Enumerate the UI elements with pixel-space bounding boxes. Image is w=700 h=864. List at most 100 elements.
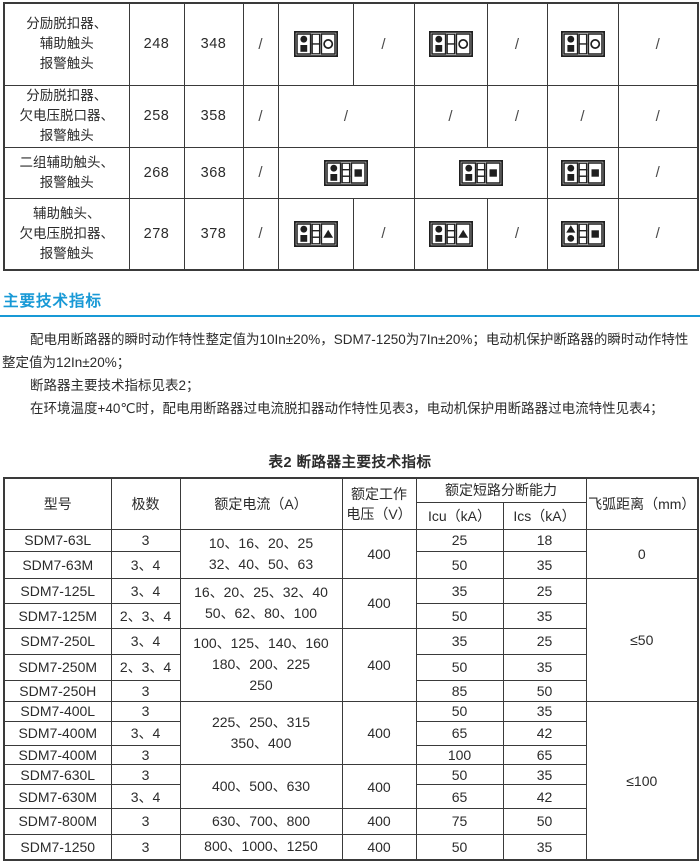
accessory-diagram-cell bbox=[277, 197, 354, 271]
arc-distance-cell: ≤50 bbox=[585, 577, 699, 703]
ics-cell: 42 bbox=[502, 720, 587, 746]
ics-cell: 50 bbox=[502, 808, 587, 835]
poles-cell: 3、4 bbox=[110, 578, 181, 604]
model-cell: SDM7-63L bbox=[3, 528, 112, 552]
poles-cell: 3 bbox=[110, 679, 181, 703]
icu-cell: 50 bbox=[415, 653, 504, 681]
model-cell: SDM7-250L bbox=[3, 627, 112, 655]
arc-distance-cell: ≤100 bbox=[585, 701, 699, 861]
rated-current-cell: 225、250、315 350、400 bbox=[179, 701, 343, 766]
col-header-current: 额定电流（A） bbox=[179, 477, 343, 530]
not-available-cell: / bbox=[617, 197, 699, 271]
poles-cell: 3、4 bbox=[110, 784, 181, 810]
poles-cell: 3 bbox=[110, 744, 181, 766]
not-available-cell: / bbox=[277, 84, 415, 148]
rated-current-cell: 800、1000、1250 bbox=[179, 833, 343, 861]
ics-cell: 35 bbox=[502, 602, 587, 629]
tech-spec-paragraph-2: 断路器主要技术指标见表2； bbox=[30, 378, 200, 393]
ics-cell: 35 bbox=[502, 833, 587, 861]
spec-table-row: SDM7-250H 3 85 50 bbox=[3, 679, 698, 703]
icu-cell: 50 bbox=[415, 833, 504, 861]
accessory-table-row: 分励脱扣器、 辅助触头 报警触头 248 348// / / bbox=[3, 2, 699, 86]
catalog-number-cell: 258 bbox=[128, 84, 185, 148]
icu-cell: 50 bbox=[415, 764, 504, 786]
ics-cell: 42 bbox=[502, 784, 587, 810]
section-divider-rule bbox=[0, 315, 700, 317]
aux-undervoltage-alarm-combination-icon bbox=[428, 220, 473, 247]
accessory-row-label: 分励脱扣器、 欠电压脱口器、 报警触头 bbox=[3, 84, 130, 148]
undervoltage-aux-alarm-combination-icon bbox=[560, 220, 605, 247]
not-available-cell: / bbox=[352, 197, 415, 271]
accessory-diagram-cell bbox=[546, 197, 619, 271]
rated-current-cell: 100、125、140、160 180、200、225 250 bbox=[179, 627, 343, 703]
spec-table-row: SDM7-250L 3、4 100、125、140、160 180、200、225 25… bbox=[3, 627, 698, 703]
model-cell: SDM7-125L bbox=[3, 578, 112, 604]
model-cell: SDM7-630M bbox=[3, 784, 112, 810]
poles-cell: 3、4 bbox=[110, 627, 181, 655]
not-available-cell: / bbox=[352, 2, 415, 86]
main-specs-table: 型号 极数 额定电流（A） 额定工作 电压（V） 额定短路分断能力 飞弧距离（mm… bbox=[3, 477, 699, 861]
accessory-row-label: 二组辅助触头、 报警触头 bbox=[3, 146, 130, 199]
col-header-ics: Ics（kA） bbox=[502, 501, 587, 530]
not-available-cell: / bbox=[546, 84, 619, 148]
ics-cell: 35 bbox=[502, 701, 587, 722]
spec-table-row: SDM7-630M 3、4 65 42 bbox=[3, 784, 698, 810]
poles-cell: 3 bbox=[110, 528, 181, 552]
col-header-voltage: 额定工作 电压（V） bbox=[341, 477, 417, 530]
accessory-diagram-cell bbox=[413, 197, 488, 271]
icu-cell: 65 bbox=[415, 784, 504, 810]
rated-current-cell: 630、700、800 bbox=[179, 808, 343, 835]
not-available-cell: / bbox=[617, 146, 699, 199]
tech-spec-paragraph-1: 配电用断路器的瞬时动作特性整定值为10In±20%，SDM7-1250为7In±… bbox=[2, 332, 689, 370]
not-available-cell: / bbox=[486, 84, 548, 148]
model-cell: SDM7-125M bbox=[3, 602, 112, 629]
shunt-aux-alarm-combination-icon bbox=[293, 31, 338, 58]
ics-cell: 35 bbox=[502, 653, 587, 681]
not-available-cell: / bbox=[486, 197, 548, 271]
two-aux-alarm-combination-icon bbox=[458, 159, 503, 186]
not-available-cell: / bbox=[617, 2, 699, 86]
spec-table-row: SDM7-125L 3、4 16、20、25、32、40 50、62、80、100 40… bbox=[3, 577, 699, 703]
model-cell: SDM7-250M bbox=[3, 653, 112, 681]
section-title: 主要技术指标 bbox=[3, 293, 103, 310]
accessory-table-row: 分励脱扣器、 欠电压脱口器、 报警触头 258 358// / / / / bbox=[3, 84, 699, 148]
accessory-table-row: 二组辅助触头、 报警触头 268 368// bbox=[3, 146, 699, 199]
icu-cell: 50 bbox=[415, 550, 504, 580]
rated-current-cell: 16、20、25、32、40 50、62、80、100 bbox=[179, 578, 343, 629]
catalog-number-cell: 278 bbox=[128, 197, 185, 271]
aux-undervoltage-alarm-combination-icon bbox=[293, 220, 338, 247]
catalog-number-cell: 248 bbox=[128, 2, 185, 86]
accessory-diagram-cell bbox=[413, 2, 488, 86]
ics-cell: 65 bbox=[502, 744, 587, 766]
model-cell: SDM7-800M bbox=[3, 808, 112, 835]
icu-cell: 100 bbox=[415, 744, 504, 766]
model-cell: SDM7-630L bbox=[3, 764, 112, 786]
not-available-cell: / bbox=[617, 84, 699, 148]
ics-cell: 25 bbox=[502, 627, 587, 655]
icu-cell: 25 bbox=[415, 528, 504, 552]
catalog-number-cell: 368 bbox=[183, 146, 244, 199]
shunt-aux-alarm-combination-icon bbox=[428, 31, 473, 58]
col-header-poles: 极数 bbox=[110, 477, 181, 530]
poles-cell: 3、4 bbox=[110, 550, 181, 580]
accessory-diagram-cell bbox=[277, 2, 354, 86]
poles-cell: 2、3、4 bbox=[110, 653, 181, 681]
spec-table-row: SDM7-63L 3 10、16、20、25 32、40、50、63 400 25 18 0 bbox=[3, 528, 699, 579]
not-available-cell: / bbox=[242, 2, 279, 86]
ics-cell: 50 bbox=[502, 679, 587, 703]
spec-paragraphs: 配电用断路器的瞬时动作特性整定值为10In±20%，SDM7-1250为7In±… bbox=[2, 328, 698, 420]
rated-voltage-cell: 400 bbox=[341, 627, 417, 703]
ics-cell: 35 bbox=[502, 764, 587, 786]
not-available-cell: / bbox=[242, 84, 279, 148]
accessory-diagram-cell bbox=[413, 146, 548, 199]
spec-table-row: SDM7-630L 3 400、500、630 400 50 35 bbox=[3, 764, 698, 810]
accessory-diagram-cell bbox=[546, 146, 619, 199]
arc-distance-cell: 0 bbox=[585, 528, 699, 579]
ics-cell: 18 bbox=[502, 528, 587, 552]
icu-cell: 35 bbox=[415, 627, 504, 655]
catalog-number-cell: 378 bbox=[183, 197, 244, 271]
col-header-arc-distance: 飞弧距离（mm） bbox=[585, 477, 699, 530]
not-available-cell: / bbox=[242, 197, 279, 271]
accessory-combination-table: 分励脱扣器、 辅助触头 报警触头 248 348// / / 分励脱扣器、 欠电压脱口器、 报警触… bbox=[3, 2, 699, 271]
